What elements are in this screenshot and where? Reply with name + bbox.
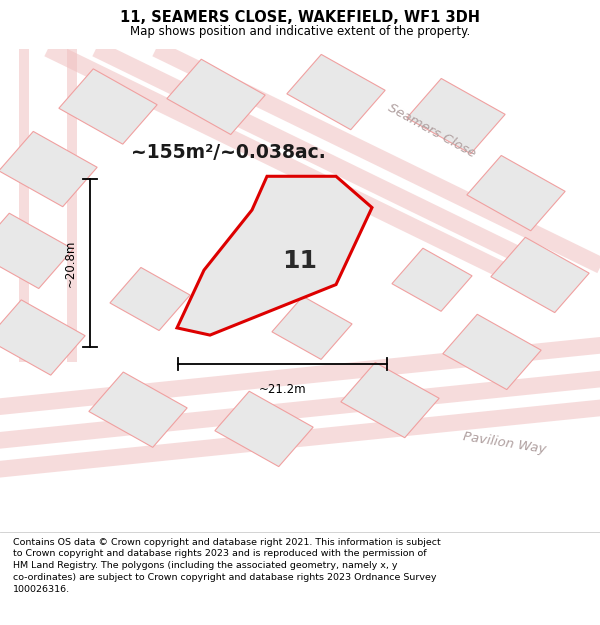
Polygon shape [272,296,352,359]
Text: ~21.2m: ~21.2m [259,383,306,396]
Text: 11, SEAMERS CLOSE, WAKEFIELD, WF1 3DH: 11, SEAMERS CLOSE, WAKEFIELD, WF1 3DH [120,10,480,25]
Polygon shape [215,391,313,467]
Polygon shape [443,314,541,389]
Polygon shape [467,156,565,231]
Text: 11: 11 [283,249,317,272]
Polygon shape [177,176,372,335]
Polygon shape [110,268,190,331]
Polygon shape [0,300,85,375]
Polygon shape [407,79,505,154]
Text: Contains OS data © Crown copyright and database right 2021. This information is : Contains OS data © Crown copyright and d… [13,538,441,594]
Polygon shape [0,131,97,207]
Polygon shape [0,213,73,289]
Text: Seamers Close: Seamers Close [386,101,478,160]
Polygon shape [287,54,385,130]
Polygon shape [59,69,157,144]
Text: Map shows position and indicative extent of the property.: Map shows position and indicative extent… [130,25,470,38]
Text: ~155m²/~0.038ac.: ~155m²/~0.038ac. [131,142,325,162]
Polygon shape [89,372,187,448]
Text: ~20.8m: ~20.8m [64,239,77,287]
Polygon shape [392,248,472,311]
Polygon shape [341,362,439,438]
Polygon shape [167,59,265,134]
Text: Pavilion Way: Pavilion Way [461,431,547,456]
Polygon shape [491,238,589,312]
